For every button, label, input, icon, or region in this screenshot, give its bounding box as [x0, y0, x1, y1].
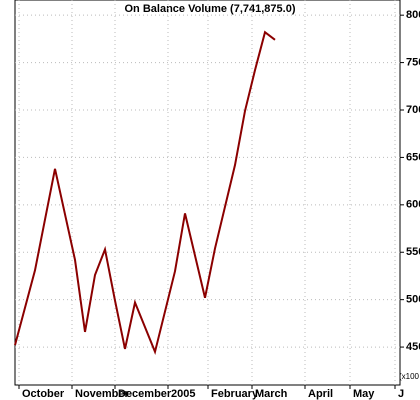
x-tick-label: December [118, 388, 172, 400]
y-tick-label: 500 [406, 294, 420, 306]
y-tick-label: 700 [406, 104, 420, 116]
x-tick-label: March [255, 388, 288, 400]
y-tick-label: 600 [406, 199, 420, 211]
data-line [14, 30, 276, 356]
x-tick-label: April [308, 388, 333, 400]
y-tick-label: 650 [406, 151, 420, 163]
y-tick-label: 750 [406, 56, 420, 68]
x-tick-label: 2005 [171, 388, 195, 400]
y-tick-label: 450 [406, 341, 420, 353]
x-tick-label: November [75, 388, 130, 400]
x-tick-label: February [211, 388, 259, 400]
x-tick-label: October [22, 388, 65, 400]
y-tick-label: 550 [406, 246, 420, 258]
y-tick-label: 800 [406, 9, 420, 21]
x-tick-label: May [353, 388, 375, 400]
y-axis-label: (x100 [399, 372, 420, 381]
chart-title: On Balance Volume (7,741,875.0) [125, 3, 296, 15]
x-tick-label: J [398, 388, 404, 400]
